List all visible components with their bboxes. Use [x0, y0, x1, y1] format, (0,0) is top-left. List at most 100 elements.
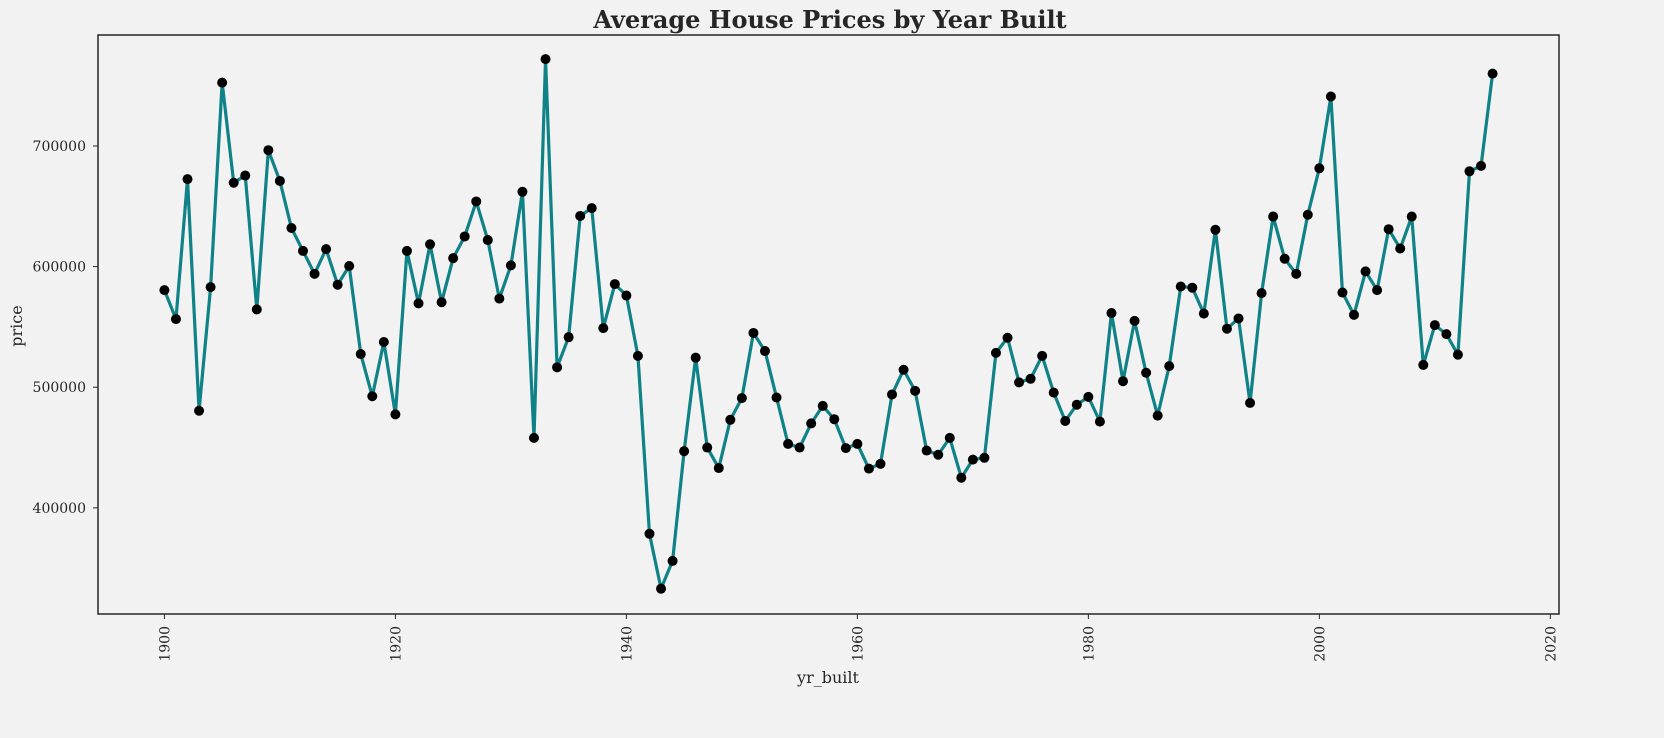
data-point — [1256, 288, 1267, 299]
data-point — [1094, 416, 1105, 427]
data-point — [667, 555, 678, 566]
data-point — [736, 393, 747, 404]
y-axis-label: price — [7, 305, 26, 346]
data-point — [944, 432, 955, 443]
data-point — [609, 279, 620, 290]
x-tick-label: 1940 — [619, 626, 635, 662]
x-tick-label: 1980 — [1081, 626, 1097, 662]
data-point — [1175, 281, 1186, 292]
y-tick-label: 500000 — [33, 380, 86, 396]
data-point — [829, 414, 840, 425]
data-point — [956, 472, 967, 483]
data-point — [1106, 308, 1117, 319]
data-point — [286, 223, 297, 233]
data-point — [1141, 367, 1152, 378]
data-point — [298, 245, 308, 256]
data-point — [228, 177, 239, 188]
data-point — [621, 290, 632, 301]
x-axis-label: yr_built — [796, 668, 859, 687]
x-axis-ticks: 1900 1920 1940 1960 1980 2000 2020 — [157, 614, 1559, 662]
data-point — [1452, 349, 1463, 360]
data-point — [378, 336, 389, 347]
data-point — [690, 352, 701, 363]
data-point — [448, 253, 459, 264]
data-point — [921, 445, 932, 456]
data-point — [1476, 160, 1487, 171]
data-point — [1291, 268, 1302, 279]
data-point — [344, 261, 355, 271]
data-point — [251, 304, 262, 315]
data-point — [586, 203, 597, 214]
data-point — [656, 583, 667, 594]
data-point — [679, 446, 690, 457]
data-point — [240, 170, 251, 181]
data-point — [321, 244, 332, 255]
data-point — [713, 463, 724, 474]
y-tick-label: 700000 — [33, 139, 86, 155]
data-point — [1198, 308, 1209, 319]
data-point — [471, 196, 482, 207]
data-point — [990, 347, 1001, 358]
data-point — [413, 298, 424, 309]
data-point — [748, 327, 759, 338]
data-point — [702, 442, 713, 453]
data-point — [725, 414, 736, 425]
x-tick-label: 1920 — [388, 626, 404, 662]
data-point — [863, 463, 874, 474]
data-point — [552, 362, 563, 373]
x-tick-label: 1960 — [850, 626, 866, 662]
data-point — [1279, 253, 1290, 264]
data-point — [910, 385, 921, 396]
data-point — [1014, 377, 1025, 388]
data-point — [794, 442, 805, 453]
data-point — [817, 400, 828, 411]
data-point — [887, 389, 898, 400]
data-point — [771, 392, 782, 403]
data-point — [1129, 315, 1140, 326]
data-point — [1406, 211, 1417, 222]
data-point — [1360, 266, 1371, 277]
data-point — [1464, 166, 1475, 177]
data-point — [1441, 329, 1452, 340]
y-tick-label: 600000 — [33, 260, 86, 276]
data-point — [575, 210, 586, 221]
data-point — [159, 285, 170, 296]
data-point — [182, 174, 193, 185]
y-tick-label: 400000 — [33, 501, 86, 517]
data-point — [309, 268, 320, 279]
data-point — [598, 323, 609, 334]
data-point — [1025, 373, 1036, 384]
data-point — [367, 391, 378, 402]
data-point — [1002, 332, 1013, 343]
data-point — [517, 186, 528, 197]
data-point — [1187, 282, 1198, 293]
data-point — [505, 260, 516, 271]
data-point-markers — [159, 54, 1498, 594]
x-tick-label: 2000 — [1312, 626, 1328, 662]
data-point — [401, 245, 412, 256]
data-point — [1071, 399, 1082, 410]
data-point — [1314, 163, 1325, 174]
data-point — [1372, 285, 1383, 296]
data-point — [644, 528, 655, 539]
data-point — [1233, 313, 1244, 324]
data-point — [425, 239, 436, 250]
plot-area-frame — [97, 34, 1560, 615]
data-point — [1210, 224, 1221, 235]
data-point — [1325, 91, 1336, 102]
data-point — [563, 332, 574, 343]
data-point — [1152, 410, 1163, 421]
data-point — [217, 77, 228, 88]
data-point — [933, 449, 944, 460]
data-point — [494, 293, 505, 304]
chart-title: Average House Prices by Year Built — [592, 5, 1066, 34]
data-point — [979, 452, 990, 463]
data-point — [1268, 211, 1279, 222]
data-point — [1245, 397, 1256, 408]
data-point — [263, 145, 274, 156]
data-point — [1337, 287, 1348, 298]
data-point — [1487, 68, 1498, 79]
y-axis-ticks: 400000 500000 600000 700000 — [33, 139, 98, 517]
data-point — [459, 231, 470, 242]
